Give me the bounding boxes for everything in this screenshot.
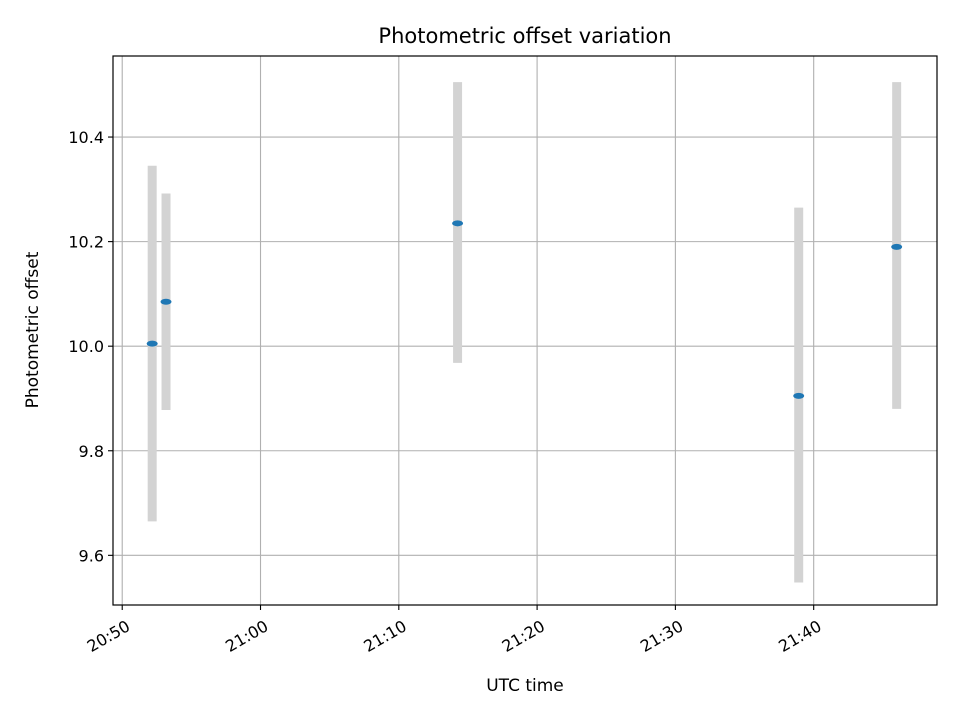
- x-axis-label: UTC time: [486, 676, 564, 696]
- data-point: [452, 220, 464, 227]
- y-tick-label: 10.4: [68, 128, 104, 147]
- y-axis-ticks: 9.6 9.8 10.0 10.2 10.4: [68, 128, 113, 565]
- data-points: [146, 220, 903, 399]
- chart-title: Photometric offset variation: [378, 24, 671, 48]
- y-axis-label: Photometric offset: [23, 251, 43, 408]
- y-tick-label: 10.2: [68, 233, 104, 252]
- data-point: [160, 298, 172, 305]
- y-tick-label: 9.8: [79, 442, 104, 461]
- y-tick-label: 9.6: [79, 546, 104, 565]
- data-point: [146, 340, 158, 347]
- y-tick-label: 10.0: [68, 337, 104, 356]
- data-point: [891, 243, 903, 250]
- data-point: [793, 392, 805, 399]
- plot-frame: [112, 55, 938, 606]
